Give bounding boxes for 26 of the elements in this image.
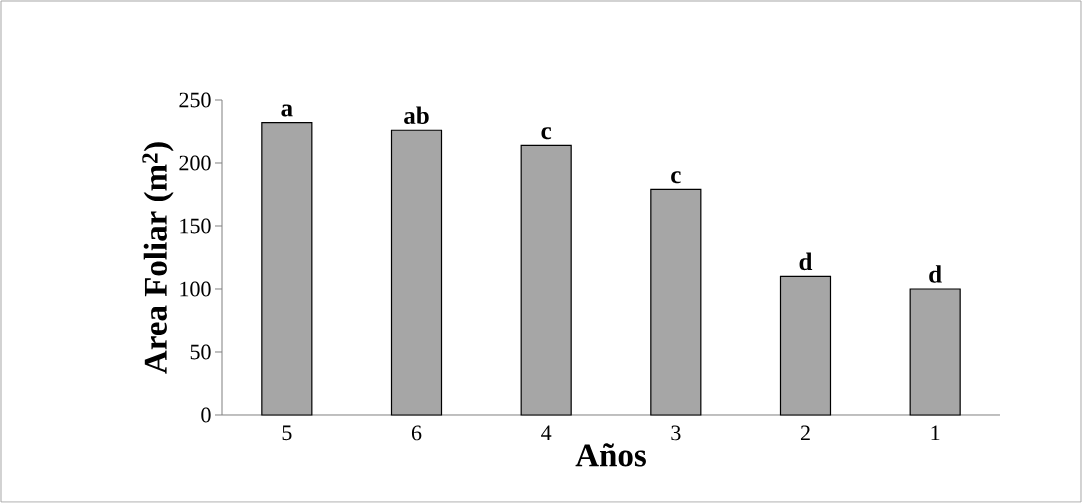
bar [779, 275, 832, 416]
bar [390, 129, 443, 416]
x-tick-label: 1 [931, 425, 940, 441]
bar [650, 188, 702, 416]
y-tick-label: 0 [201, 407, 211, 423]
x-tick-label: 6 [411, 425, 422, 441]
bar [520, 144, 572, 416]
x-tick-label: 3 [671, 425, 681, 441]
y-tick-label: 100 [180, 281, 211, 297]
bar [261, 122, 313, 416]
annotation: a [281, 104, 293, 117]
y-tick-label: 150 [180, 218, 211, 234]
x-tick-label: 2 [800, 425, 810, 441]
y-tick-label: 250 [179, 92, 211, 108]
annotation: d [929, 265, 942, 283]
y-axis-title: Area Foliar (m$^{2}$) [142, 142, 174, 374]
y-tick-label: 50 [190, 344, 211, 360]
x-axis-title: Años [575, 443, 646, 467]
annotation: c [541, 127, 552, 140]
x-tick-label: 4 [541, 425, 552, 440]
x-tick-label: 5 [282, 425, 292, 441]
annotation: c [671, 171, 681, 184]
annotation: d [799, 252, 813, 271]
annotation: ab [404, 106, 429, 125]
y-tick-label: 200 [179, 155, 211, 171]
bar [909, 288, 961, 416]
